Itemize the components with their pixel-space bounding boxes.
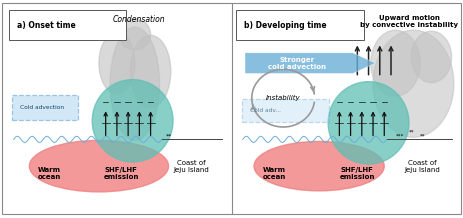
Ellipse shape	[110, 27, 160, 140]
FancyArrow shape	[245, 53, 375, 73]
Text: SHF/LHF
emission: SHF/LHF emission	[104, 167, 139, 180]
Ellipse shape	[29, 140, 169, 192]
Text: Cold adv...: Cold adv...	[250, 108, 281, 113]
Text: Stronger
cold advection: Stronger cold advection	[268, 57, 325, 70]
Ellipse shape	[92, 80, 173, 162]
Ellipse shape	[119, 19, 150, 50]
Text: **: **	[419, 134, 425, 139]
Text: a) Onset time: a) Onset time	[17, 20, 76, 29]
FancyBboxPatch shape	[9, 10, 126, 41]
Text: ***: ***	[396, 134, 404, 139]
Ellipse shape	[131, 35, 171, 107]
FancyBboxPatch shape	[236, 10, 364, 41]
FancyBboxPatch shape	[13, 95, 78, 120]
Text: **: **	[408, 130, 414, 135]
Ellipse shape	[99, 32, 135, 94]
Ellipse shape	[254, 141, 384, 191]
Ellipse shape	[371, 30, 420, 96]
Text: Warm
ocean: Warm ocean	[263, 167, 286, 180]
Text: Cold advection: Cold advection	[20, 105, 64, 110]
Text: Warm
ocean: Warm ocean	[38, 167, 61, 180]
Text: Instability: Instability	[266, 95, 300, 101]
FancyBboxPatch shape	[242, 99, 329, 122]
Text: Coast of
Jeju Island: Coast of Jeju Island	[173, 160, 209, 173]
Text: SHF/LHF
emission: SHF/LHF emission	[340, 167, 375, 180]
Text: Upward motion
by convective instability: Upward motion by convective instability	[360, 15, 458, 28]
Text: b) Developing time: b) Developing time	[244, 20, 326, 29]
Ellipse shape	[373, 30, 454, 137]
Text: **: **	[165, 134, 172, 139]
Ellipse shape	[411, 31, 451, 83]
Ellipse shape	[328, 82, 409, 164]
Text: Coast of
Jeju Island: Coast of Jeju Island	[405, 160, 440, 173]
Text: Condensation: Condensation	[113, 15, 166, 24]
